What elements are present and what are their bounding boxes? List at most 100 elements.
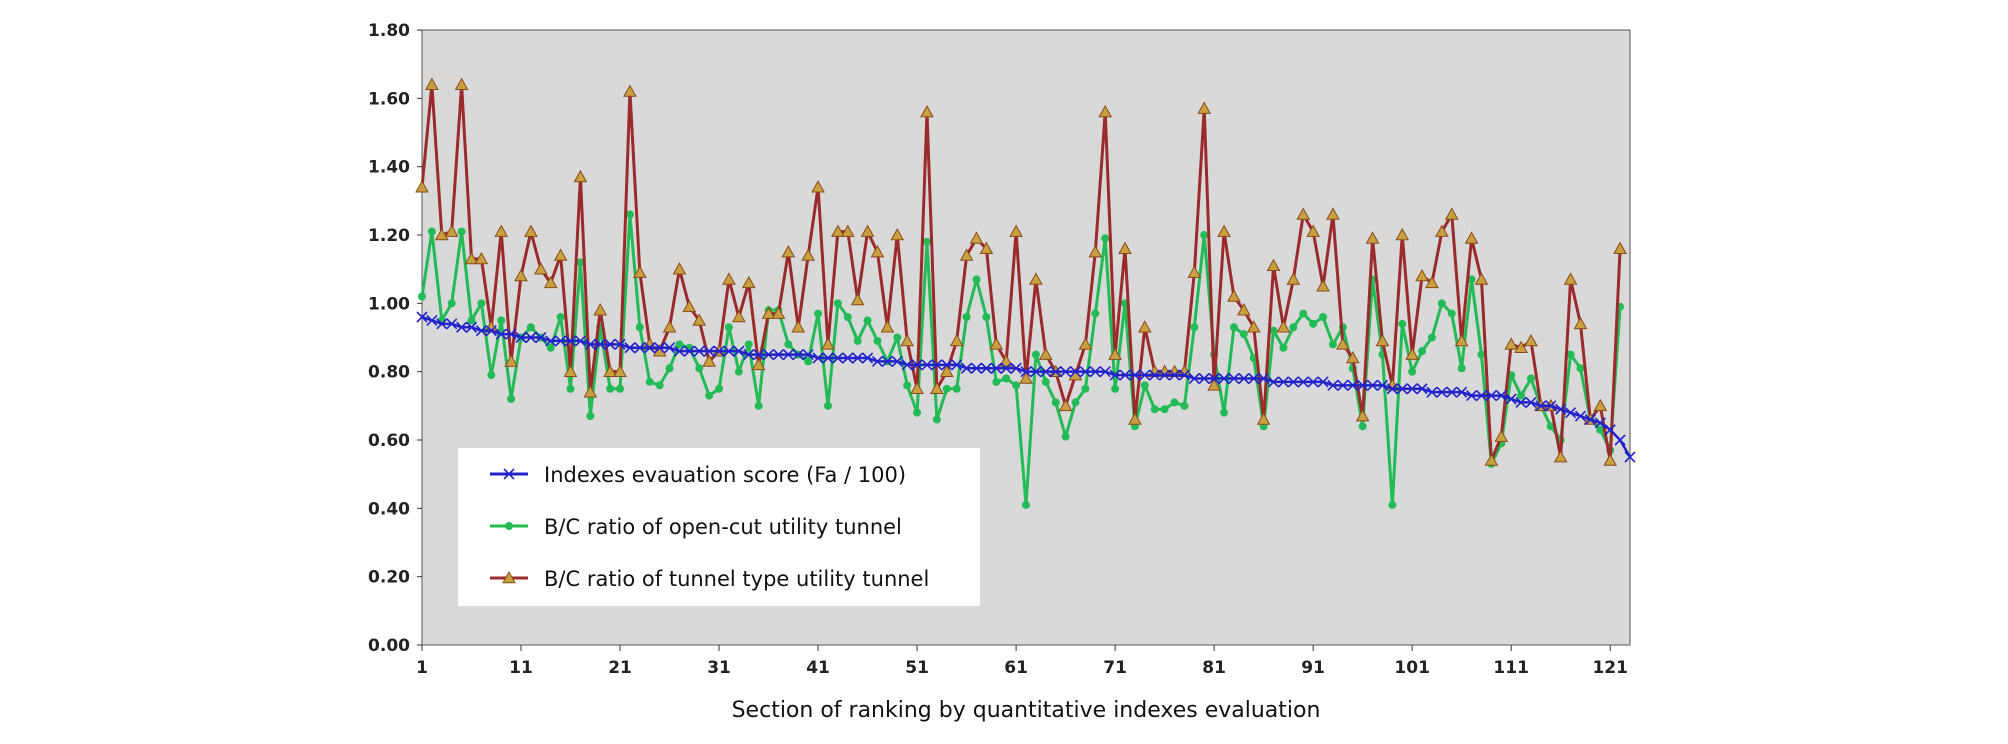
open-cut-point xyxy=(932,415,941,424)
x-tick-label: 21 xyxy=(608,658,632,678)
open-cut-point xyxy=(1081,384,1090,393)
tunnel-type-point xyxy=(1108,347,1122,360)
open-cut-point xyxy=(1289,323,1298,332)
series-x xyxy=(416,311,1636,463)
open-cut-point xyxy=(1526,374,1535,383)
tunnel-type-point xyxy=(1266,258,1281,272)
index-score-point xyxy=(1574,410,1587,422)
index-score-point xyxy=(1555,403,1567,415)
index-score-point xyxy=(911,359,923,371)
y-tick-label: 1.40 xyxy=(368,158,410,178)
tunnel-type-point xyxy=(1019,371,1033,384)
index-score-point xyxy=(733,345,745,357)
index-score-point xyxy=(1366,379,1379,391)
x-axis: 1 11 21 31 41 51 61 71 81 91 101 111 121 xyxy=(416,645,1628,678)
tunnel-type-point xyxy=(930,381,944,395)
tunnel-type-point xyxy=(593,303,608,316)
index-score-point xyxy=(1594,417,1606,429)
index-score-point xyxy=(1624,451,1636,463)
tunnel-type-point xyxy=(514,268,528,282)
index-score-point xyxy=(1159,369,1171,381)
open-cut-point xyxy=(873,336,882,345)
tunnel-type-point xyxy=(533,262,548,275)
open-cut-point xyxy=(705,391,714,400)
open-cut-point xyxy=(1408,367,1417,376)
index-score-point xyxy=(555,335,567,347)
index-score-point xyxy=(881,355,893,367)
open-cut-point xyxy=(1041,377,1050,386)
tunnel-type-point xyxy=(821,337,835,350)
legend: Indexes evauation score (Fa / 100) B/C ra… xyxy=(458,448,980,606)
tunnel-type-point xyxy=(682,299,697,313)
index-score-point xyxy=(1218,372,1230,385)
tunnel-type-point xyxy=(1454,333,1469,347)
open-cut-point xyxy=(487,371,496,380)
open-cut-point xyxy=(1200,231,1209,239)
tunnel-type-point xyxy=(900,333,915,347)
open-cut-point xyxy=(1160,405,1169,414)
tunnel-type-point xyxy=(1207,378,1221,391)
index-score-point xyxy=(743,349,755,361)
index-score-point xyxy=(703,345,715,357)
tunnel-type-point xyxy=(1128,412,1142,425)
open-cut-point xyxy=(1170,398,1179,407)
tunnel-type-point xyxy=(1306,224,1320,237)
index-score-point xyxy=(1545,400,1557,412)
index-score-point xyxy=(871,355,884,367)
open-cut-point xyxy=(972,275,981,284)
index-score-point xyxy=(485,325,497,337)
tunnel-type-point xyxy=(1524,333,1538,347)
tunnel-type-point xyxy=(1038,347,1053,360)
tunnel-type-point xyxy=(1058,398,1073,412)
tunnel-type-point xyxy=(741,275,756,289)
y-tick-label: 0.20 xyxy=(368,568,410,588)
open-cut-point xyxy=(715,384,724,393)
tunnel-type-point xyxy=(1137,320,1152,333)
index-score-point xyxy=(1337,379,1349,391)
open-cut-point xyxy=(477,299,486,308)
index-score-point xyxy=(584,338,596,350)
tunnel-type-point xyxy=(1603,453,1618,466)
tunnel-type-point xyxy=(1187,265,1202,278)
tunnel-type-point xyxy=(1355,409,1370,422)
index-score-point xyxy=(1386,383,1398,395)
index-score-point xyxy=(683,345,695,357)
tunnel-type-point xyxy=(1375,333,1390,347)
legend-label: B/C ratio of open-cut utility tunnel xyxy=(544,515,902,539)
tunnel-type-point xyxy=(1553,450,1568,463)
open-cut-point xyxy=(635,323,644,332)
x-tick-label: 51 xyxy=(905,658,929,678)
tunnel-type-point xyxy=(969,231,984,244)
index-score-point xyxy=(1446,386,1458,398)
tunnel-type-point xyxy=(672,262,687,275)
index-score-point xyxy=(1248,372,1260,385)
tunnel-type-point xyxy=(850,292,865,306)
open-cut-point xyxy=(1279,343,1288,352)
y-tick-label: 0.80 xyxy=(368,363,410,383)
index-score-point xyxy=(1149,369,1161,381)
open-cut-point xyxy=(863,316,872,325)
index-score-point xyxy=(614,338,626,350)
index-score-point xyxy=(1525,396,1537,408)
index-score-point xyxy=(1347,379,1359,391)
open-cut-point xyxy=(1101,234,1110,243)
index-score-point xyxy=(713,345,725,357)
index-score-point xyxy=(1139,369,1151,381)
open-cut-point xyxy=(893,333,902,342)
tunnel-type-point xyxy=(1444,207,1459,220)
legend-item: Indexes evauation score (Fa / 100) xyxy=(490,463,906,487)
y-tick-label: 0.60 xyxy=(368,431,410,451)
index-score-point xyxy=(505,328,517,340)
index-score-point xyxy=(1584,413,1596,426)
open-cut-point xyxy=(784,340,793,349)
tunnel-type-point xyxy=(1296,207,1311,220)
index-score-point xyxy=(812,352,824,364)
open-cut-point xyxy=(606,384,615,393)
tunnel-type-point xyxy=(662,320,677,333)
index-score-point xyxy=(1456,386,1468,398)
index-score-point xyxy=(1020,366,1032,378)
open-cut-point xyxy=(853,336,862,345)
index-score-point xyxy=(564,335,577,347)
index-score-point xyxy=(1119,369,1131,381)
